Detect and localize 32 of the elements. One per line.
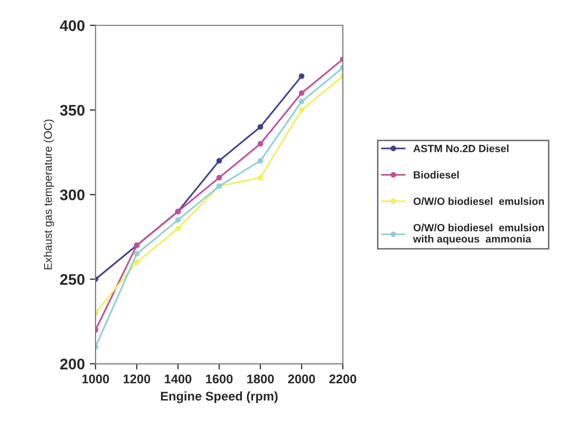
legend-label: ASTM No.2D Diesel: [413, 144, 508, 152]
y-tick-label: 350: [60, 104, 84, 116]
point: [298, 98, 304, 104]
point: [134, 259, 140, 266]
point: [134, 251, 140, 257]
y-tick-label: 200: [60, 358, 84, 370]
y-tick-label: 250: [60, 274, 84, 285]
point: [258, 141, 264, 147]
point: [216, 158, 222, 164]
x-tick-label: 1400: [164, 374, 192, 384]
x-tick-label: 1000: [82, 374, 109, 384]
y-axis-title: Exhaust gas temperature (OC): [44, 120, 54, 270]
y-tick-label: 300: [60, 189, 84, 200]
x-tick-label: 1200: [124, 374, 150, 384]
x-tick-label: 1800: [247, 374, 274, 384]
x-axis-title: Engine Speed (rpm): [160, 391, 278, 404]
point: [298, 73, 304, 79]
point: [258, 158, 264, 164]
point: [258, 174, 264, 180]
legend-label: O/W/O biodiesel emulsion: [414, 197, 544, 206]
legend-label: O/W/O biodiesel emulsion with aqueous ammonia: [413, 224, 544, 245]
point: [298, 107, 304, 113]
x-tick-label: 2200: [329, 374, 356, 384]
point: [216, 174, 222, 180]
x-tick-label: 1600: [206, 374, 233, 384]
point: [258, 124, 264, 130]
point: [298, 90, 304, 96]
point: [175, 217, 181, 223]
x-tick-label: 2000: [288, 374, 315, 384]
legend-label: Biodiesel: [414, 170, 459, 179]
y-tick-label: 400: [60, 20, 84, 32]
point: [175, 226, 181, 232]
